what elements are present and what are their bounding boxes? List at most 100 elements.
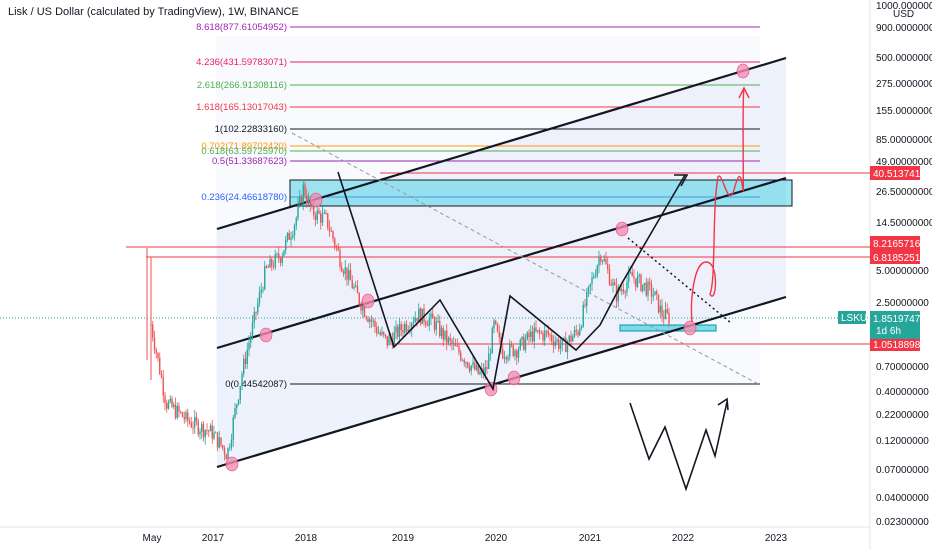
candle-body: [278, 253, 280, 259]
candle-body: [474, 362, 476, 370]
candle-body: [272, 266, 275, 268]
candle-body: [566, 341, 569, 352]
candle-body: [386, 335, 388, 346]
candle-body: [584, 304, 586, 306]
candle-body: [400, 324, 402, 331]
y-tick-label: 1000.00000000: [876, 1, 932, 12]
price-tag-label: 1.05188981: [873, 340, 926, 351]
candle-body: [244, 358, 247, 364]
candle-body: [537, 330, 539, 332]
candle-body: [194, 417, 196, 428]
candle-body: [575, 330, 577, 332]
candle-body: [419, 308, 422, 324]
candle-body: [258, 292, 261, 304]
candle-body: [353, 286, 355, 289]
candle-body: [323, 212, 325, 214]
candle-body: [440, 328, 443, 337]
candle-body: [232, 417, 234, 440]
candle-body: [463, 360, 465, 364]
candle-body: [202, 423, 205, 438]
candle-body: [153, 337, 156, 350]
candle-body: [260, 289, 262, 293]
candle-body: [657, 294, 660, 313]
candle-body: [341, 266, 343, 272]
candle-body: [435, 321, 437, 330]
candle-body: [502, 349, 504, 359]
candle-body: [465, 362, 467, 364]
candle-body: [624, 292, 626, 294]
candle-body: [510, 343, 513, 346]
candle-body: [204, 430, 206, 438]
candle-body: [629, 272, 632, 274]
y-tick-label: 0.07000000: [876, 465, 929, 476]
y-tick-label: 49.00000000: [876, 157, 932, 168]
candle-body: [650, 284, 653, 297]
candle-body: [188, 420, 191, 423]
candle-body: [622, 289, 625, 293]
candle-body: [531, 331, 534, 342]
candle-body: [477, 365, 479, 374]
candle-body: [551, 335, 553, 342]
candle-body: [456, 345, 458, 347]
price-tag-bg: [870, 166, 920, 180]
candle-body: [288, 232, 290, 240]
candle-body: [320, 213, 322, 223]
last-price-label: 1.85197478: [873, 314, 926, 325]
candle-body: [414, 317, 416, 323]
candle-body: [290, 237, 292, 240]
y-tick-label: 0.12000000: [876, 436, 929, 447]
candle-body: [570, 335, 572, 342]
candle-body: [580, 326, 583, 329]
x-tick-label: 2017: [202, 533, 225, 544]
candle-body: [608, 269, 611, 285]
candle-body: [234, 408, 236, 418]
candle-body: [654, 291, 656, 296]
candle-body: [174, 404, 177, 418]
candle-body: [635, 278, 637, 287]
candle-body: [656, 291, 658, 295]
candle-body: [488, 353, 490, 370]
candle-body: [549, 334, 551, 336]
candle-body: [239, 386, 241, 400]
candle-body: [251, 322, 254, 336]
candle-body: [199, 431, 201, 435]
candle-body: [283, 250, 285, 256]
candle-body: [614, 282, 616, 286]
candle-body: [225, 454, 227, 460]
candle-body: [157, 352, 159, 358]
candle-body: [449, 337, 451, 341]
candle-body: [647, 281, 649, 296]
candle-body: [302, 184, 304, 203]
candle-body: [540, 332, 542, 334]
candle-body: [405, 324, 408, 332]
candle-body: [547, 331, 549, 335]
candle-body: [328, 227, 331, 231]
candle-body: [369, 319, 371, 322]
candle-body: [293, 225, 296, 236]
candle-body: [666, 309, 668, 313]
candle-body: [460, 352, 462, 361]
candle-body: [412, 322, 415, 324]
candle-body: [542, 332, 544, 341]
candle-body: [638, 274, 640, 277]
candle-body: [332, 231, 334, 239]
candle-body: [209, 425, 212, 432]
candle-body: [285, 239, 287, 251]
candle-body: [220, 437, 222, 446]
candle-body: [493, 320, 495, 329]
candle-body: [507, 356, 509, 360]
candle-body: [363, 305, 366, 317]
candle-body: [526, 332, 528, 340]
candle-body: [565, 337, 567, 352]
candle-body: [384, 334, 387, 336]
candle-body: [379, 332, 381, 335]
candle-body: [645, 282, 647, 296]
fib-label-1-618: 1.618(165.13017043): [196, 102, 287, 113]
candle-body: [229, 447, 231, 449]
candle-body: [351, 280, 353, 289]
candle-body: [538, 330, 541, 333]
candle-body: [397, 326, 399, 337]
symbol-tag-label: LSKUSD: [841, 313, 881, 324]
candle-body: [663, 316, 665, 319]
